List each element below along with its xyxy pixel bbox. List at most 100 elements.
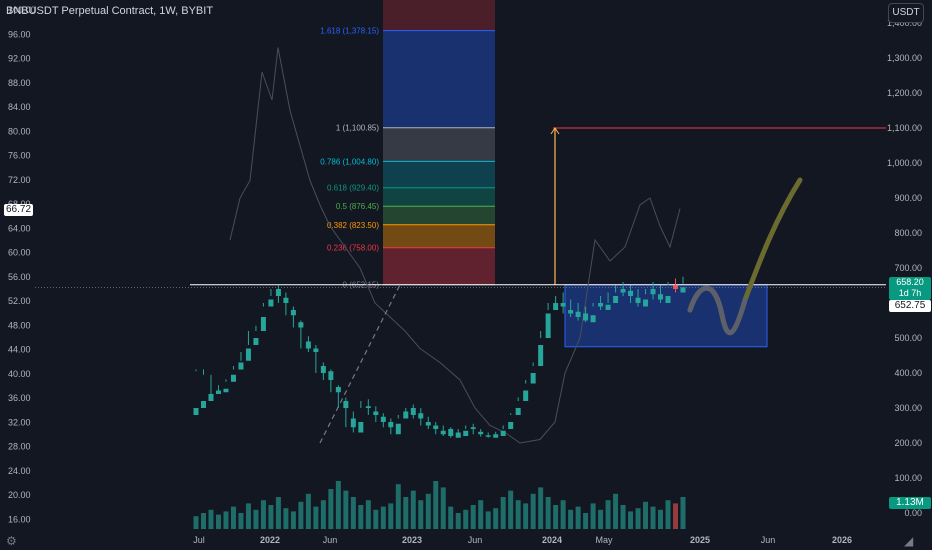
candle-body (448, 429, 454, 436)
volume-bar (358, 505, 364, 529)
x-axis-tick: 2022 (260, 535, 280, 545)
candle-body (395, 423, 401, 435)
line-price-tag: 652.75 (889, 300, 931, 312)
settings-icon[interactable]: ⚙ (6, 534, 17, 548)
measure-arrow-head (550, 127, 560, 135)
volume-bar (365, 500, 371, 529)
fib-zone (383, 127, 495, 162)
fib-level-label: 1 (1,100.85) (336, 124, 379, 133)
x-axis-tick: 2023 (402, 535, 422, 545)
candle-body (350, 418, 356, 428)
candle-body (433, 425, 439, 429)
x-axis-tick: Jun (468, 535, 483, 545)
fib-zone (383, 206, 495, 225)
volume-bar (463, 509, 469, 529)
candle-body (275, 289, 281, 296)
right-axis-tick: 0.00 (904, 508, 922, 518)
x-axis-tick: Jul (193, 535, 205, 545)
last-price-tag: 658.20 1d 7h (889, 277, 931, 300)
candle-body (245, 348, 251, 361)
volume-bar (223, 511, 229, 529)
volume-bar (635, 508, 641, 529)
volume-bar (350, 497, 356, 529)
right-axis-tick: 1,400.00 (887, 18, 922, 28)
volume-bar (305, 493, 311, 529)
candle-body (283, 297, 289, 303)
volume-bar (538, 487, 544, 529)
candle-body (628, 290, 634, 296)
volume-bar (620, 505, 626, 529)
volume-bar (268, 505, 274, 529)
left-axis-tick: 44.00 (8, 345, 31, 355)
candle-body (208, 394, 214, 401)
right-axis-tick: 800.00 (894, 228, 922, 238)
volume-bar (485, 511, 491, 529)
scale-icon[interactable]: ◢ (904, 534, 914, 548)
currency-button[interactable]: USDT (888, 3, 924, 23)
diagonal-dashed-line (319, 284, 401, 444)
fib-level-label: 1.618 (1,378.15) (320, 27, 379, 36)
countdown-value: 1d 7h (898, 288, 922, 298)
left-axis-value-tag: 66.72 (4, 204, 34, 216)
volume-bar (275, 497, 281, 529)
candle-body (238, 362, 244, 370)
left-axis-tick: 32.00 (8, 417, 31, 427)
candle-body (620, 289, 626, 293)
fib-zone (383, 187, 495, 207)
candle-body (440, 430, 446, 435)
volume-bar (373, 509, 379, 529)
candle-body (590, 315, 596, 323)
candle-body (253, 338, 259, 345)
candle-body (575, 311, 581, 317)
candle-body (500, 430, 506, 436)
volume-bar (545, 497, 551, 529)
right-axis-tick: 400.00 (894, 368, 922, 378)
candle-body (373, 411, 379, 415)
volume-bar (403, 497, 409, 529)
x-axis-tick: Jun (761, 535, 776, 545)
volume-bar (395, 484, 401, 529)
candle-body (470, 427, 476, 429)
candle-body (553, 303, 559, 310)
candle-body (568, 310, 574, 314)
left-axis-tick: 52.00 (8, 296, 31, 306)
candle-body (605, 304, 611, 310)
volume-bar (245, 503, 251, 529)
left-axis-tick: 28.00 (8, 442, 31, 452)
volume-bar (193, 516, 199, 529)
candle-body (508, 422, 514, 429)
candle-body (380, 416, 386, 422)
volume-bar (283, 508, 289, 529)
left-axis-tick: 76.00 (8, 151, 31, 161)
right-axis-tick: 300.00 (894, 403, 922, 413)
chart-title: BNBUSDT Perpetual Contract, 1W, BYBIT (6, 5, 214, 17)
volume-bar (313, 506, 319, 529)
volume-bar (530, 493, 536, 529)
candle-body (485, 435, 491, 437)
volume-bar (215, 514, 221, 529)
volume-bar (260, 500, 266, 529)
candle-body (388, 422, 394, 428)
volume-tag: 1.13M (889, 497, 931, 509)
left-axis-tick: 80.00 (8, 126, 31, 136)
left-axis-tick: 60.00 (8, 248, 31, 258)
volume-bar (553, 505, 559, 529)
candle-body (478, 431, 484, 435)
volume-bar (643, 501, 649, 529)
left-axis-tick: 48.00 (8, 320, 31, 330)
fib-level-label: 0.5 (876.45) (336, 202, 379, 211)
left-axis-tick: 84.00 (8, 102, 31, 112)
right-axis-tick: 1,100.00 (887, 123, 922, 133)
fib-zone (383, 224, 495, 248)
candle-body (343, 401, 349, 408)
candle-body (493, 434, 499, 438)
volume-bar (200, 513, 206, 529)
left-axis-tick: 72.00 (8, 175, 31, 185)
volume-bar (418, 500, 424, 529)
volume-bar (343, 490, 349, 529)
left-axis-tick: 88.00 (8, 78, 31, 88)
volume-bar (253, 509, 259, 529)
candle-body (560, 303, 566, 307)
x-axis-tick: May (595, 535, 613, 545)
